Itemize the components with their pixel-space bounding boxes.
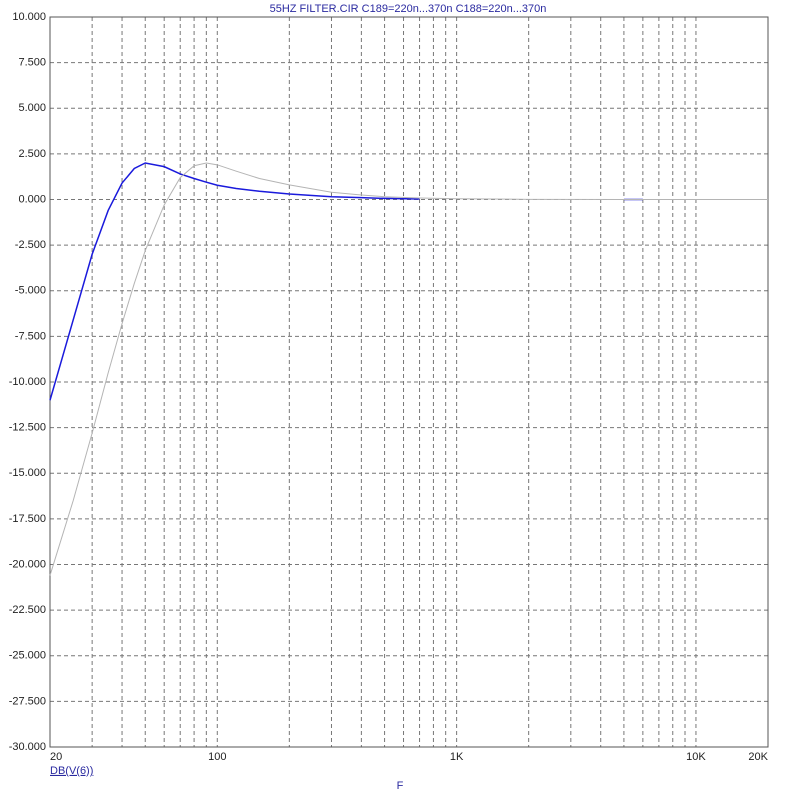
- y-tick-label: -27.500: [9, 695, 46, 707]
- chart-title: 55HZ FILTER.CIR C189=220n...370n C188=22…: [270, 3, 547, 15]
- y-tick-label: -10.000: [9, 376, 46, 388]
- y-tick-label: -30.000: [9, 741, 46, 753]
- x-axis-label: F: [397, 780, 404, 792]
- x-tick-label: 20K: [748, 751, 768, 763]
- series-line: [49, 162, 768, 576]
- y-tick-label: 2.500: [18, 148, 46, 160]
- y-tick-label: -7.500: [15, 330, 46, 342]
- y-tick-label: 0.000: [18, 193, 46, 205]
- series-line: [49, 162, 643, 401]
- y-tick-label: -25.000: [9, 650, 46, 662]
- y-tick-label: -22.500: [9, 604, 46, 616]
- x-tick-label: 20: [50, 751, 62, 763]
- plot-border: [49, 16, 769, 748]
- y-tick-label: -15.000: [9, 467, 46, 479]
- y-tick-label: -12.500: [9, 422, 46, 434]
- x-tick-label: 10K: [686, 751, 706, 763]
- y-tick-label: 7.500: [18, 57, 46, 69]
- y-tick-label: -5.000: [15, 285, 46, 297]
- x-tick-label: 1K: [450, 751, 464, 763]
- y-tick-label: 5.000: [18, 102, 46, 114]
- y-axis-label: DB(V(6)): [50, 765, 93, 777]
- y-tick-label: -20.000: [9, 558, 46, 570]
- y-tick-label: 10.000: [12, 11, 46, 23]
- y-tick-label: -2.500: [15, 239, 46, 251]
- x-tick-label: 100: [208, 751, 226, 763]
- y-tick-label: -17.500: [9, 513, 46, 525]
